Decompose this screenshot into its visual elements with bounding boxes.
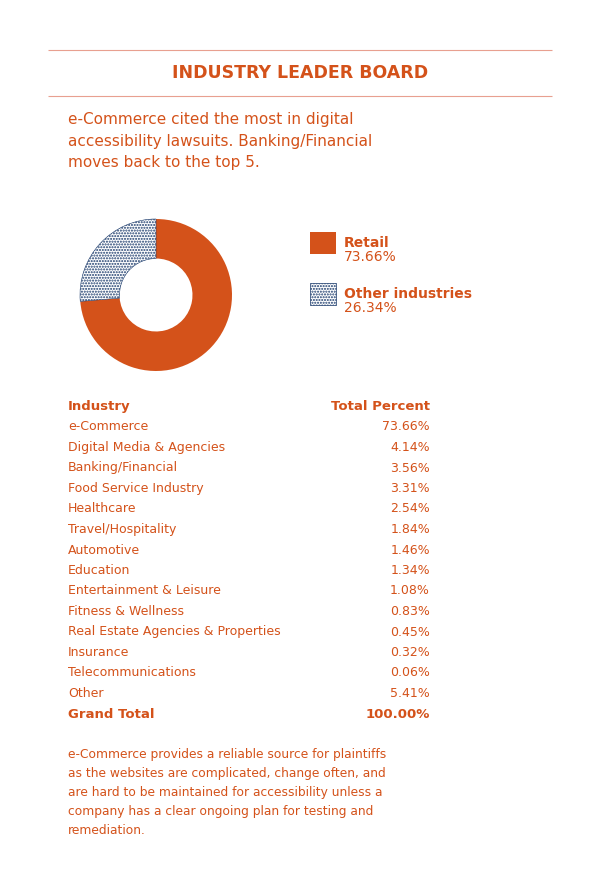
Text: 73.66%: 73.66% (382, 421, 430, 434)
Bar (310, 283, 336, 305)
Text: Fitness & Wellness: Fitness & Wellness (68, 605, 184, 618)
Text: 100.00%: 100.00% (365, 707, 430, 720)
Text: Industry: Industry (68, 400, 131, 413)
Text: Insurance: Insurance (68, 646, 130, 659)
Text: Entertainment & Leisure: Entertainment & Leisure (68, 585, 221, 598)
Text: e-Commerce: e-Commerce (68, 421, 148, 434)
Text: Grand Total: Grand Total (68, 707, 155, 720)
Text: Automotive: Automotive (68, 543, 140, 556)
Text: 1.08%: 1.08% (390, 585, 430, 598)
Text: 26.34%: 26.34% (344, 301, 397, 315)
Text: Food Service Industry: Food Service Industry (68, 482, 203, 495)
Text: Banking/Financial: Banking/Financial (68, 461, 178, 474)
Text: 2.54%: 2.54% (390, 502, 430, 515)
Text: Education: Education (68, 564, 130, 577)
Text: 1.46%: 1.46% (391, 543, 430, 556)
Text: 73.66%: 73.66% (344, 250, 397, 264)
Text: e-Commerce cited the most in digital
accessibility lawsuits. Banking/Financial
m: e-Commerce cited the most in digital acc… (68, 112, 372, 170)
Text: 0.83%: 0.83% (390, 605, 430, 618)
Text: 3.56%: 3.56% (390, 461, 430, 474)
Text: Travel/Hospitality: Travel/Hospitality (68, 523, 176, 536)
Text: 3.31%: 3.31% (391, 482, 430, 495)
Text: e-Commerce provides a reliable source for plaintiffs
as the websites are complic: e-Commerce provides a reliable source fo… (68, 748, 386, 837)
Text: Digital Media & Agencies: Digital Media & Agencies (68, 441, 225, 454)
Text: Retail: Retail (344, 236, 389, 250)
Text: 1.84%: 1.84% (390, 523, 430, 536)
Text: Telecommunications: Telecommunications (68, 667, 196, 680)
Text: 0.45%: 0.45% (390, 626, 430, 639)
Wedge shape (80, 219, 156, 302)
Text: 0.32%: 0.32% (390, 646, 430, 659)
Text: Other industries: Other industries (344, 287, 472, 301)
Text: 1.34%: 1.34% (391, 564, 430, 577)
Text: Healthcare: Healthcare (68, 502, 137, 515)
Text: Real Estate Agencies & Properties: Real Estate Agencies & Properties (68, 626, 281, 639)
Wedge shape (80, 219, 232, 371)
Text: INDUSTRY LEADER BOARD: INDUSTRY LEADER BOARD (172, 64, 428, 82)
Bar (310, 232, 336, 254)
Text: Total Percent: Total Percent (331, 400, 430, 413)
Text: 0.06%: 0.06% (390, 667, 430, 680)
Text: Other: Other (68, 687, 104, 700)
Text: 5.41%: 5.41% (390, 687, 430, 700)
Text: 4.14%: 4.14% (391, 441, 430, 454)
